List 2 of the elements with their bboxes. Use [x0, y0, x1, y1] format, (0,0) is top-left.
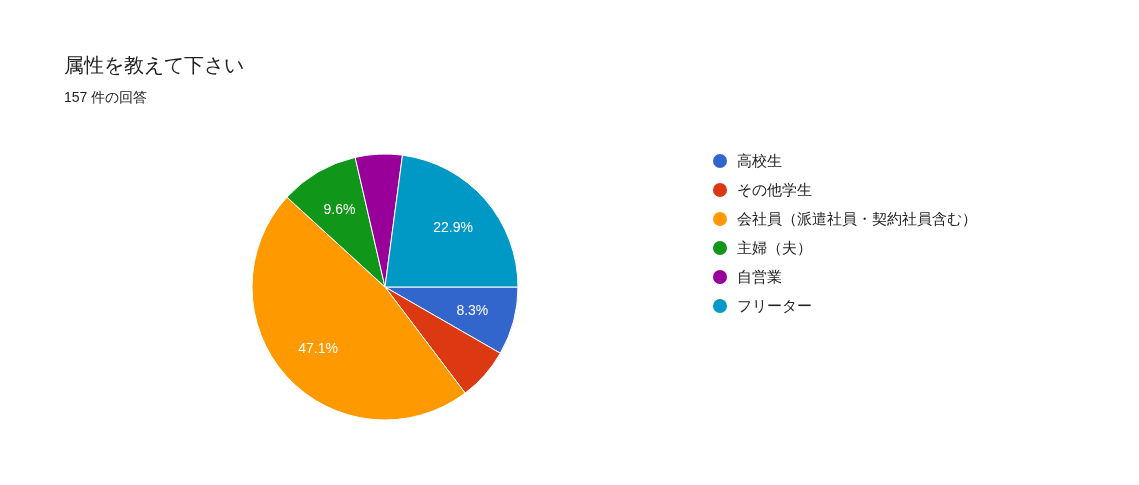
- subtitle: 157 件の回答: [64, 89, 148, 105]
- title: 属性を教えて下さい: [64, 54, 244, 76]
